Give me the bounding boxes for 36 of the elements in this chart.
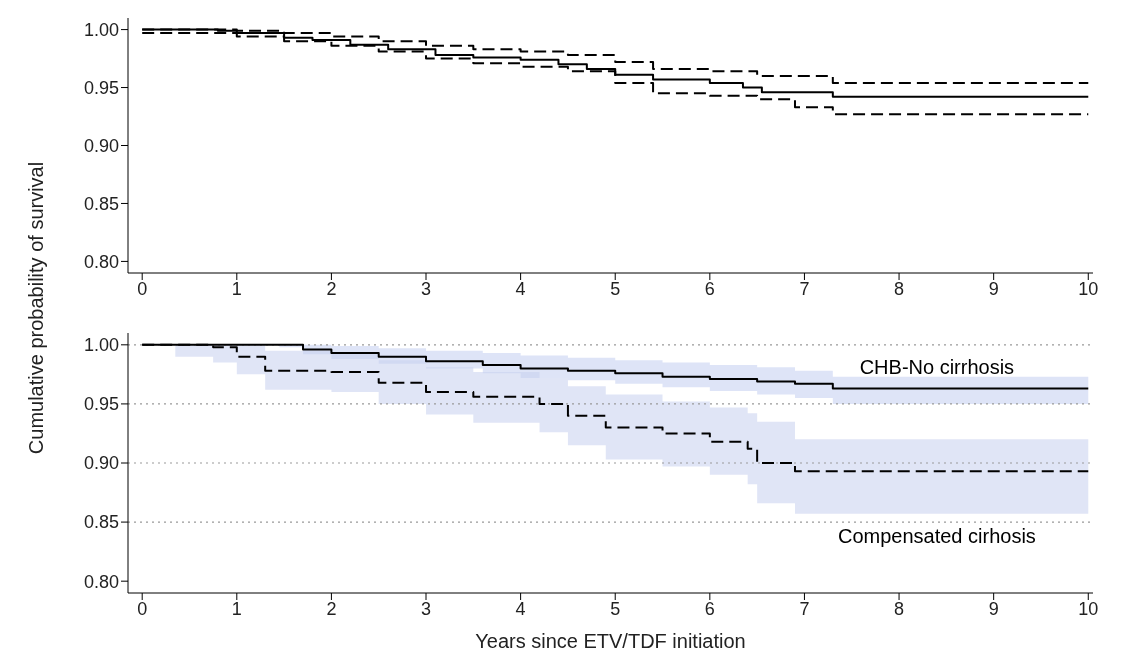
x-tick-label: 5 (610, 278, 621, 299)
x-tick-label: 9 (988, 278, 999, 299)
y-tick-label: 0.90 (83, 453, 119, 474)
text: Compensated cirhosis (837, 524, 1036, 548)
x-tick-label: 4 (515, 278, 526, 299)
x-tick-label: 6 (704, 598, 715, 619)
x-tick-label: 10 (1078, 278, 1099, 299)
y-tick-label: 0.95 (83, 394, 119, 415)
y-axis-title: Cumulative probability of survival (24, 161, 48, 455)
x-tick-label: 1 (231, 598, 242, 619)
x-tick-label: 7 (799, 598, 810, 619)
y-tick-label: 0.90 (83, 135, 119, 156)
x-tick-label: 3 (421, 598, 432, 619)
x-tick-label: 1 (231, 278, 242, 299)
x-axis-title: Years since ETV/TDF initiation (475, 630, 746, 652)
x-tick-label: 10 (1078, 598, 1099, 619)
x-tick-label: 8 (894, 598, 905, 619)
y-tick-label: 0.95 (83, 77, 119, 98)
x-tick-label: 7 (799, 278, 810, 299)
x-tick-label: 9 (988, 598, 999, 619)
y-tick-label: 0.80 (83, 571, 119, 592)
y-tick-label: 0.80 (83, 251, 119, 272)
x-tick-label: 4 (515, 598, 526, 619)
y-tick-label: 0.85 (83, 193, 119, 214)
x-tick-label: 0 (137, 598, 148, 619)
x-tick-label: 8 (894, 278, 905, 299)
x-tick-label: 5 (610, 598, 621, 619)
y-tick-label: 1.00 (83, 19, 119, 40)
series-label: CHB-No cirrhosis (859, 355, 1015, 379)
x-tick-label: 0 (137, 278, 148, 299)
x-tick-label: 6 (704, 278, 715, 299)
x-tick-label: 2 (326, 598, 337, 619)
x-tick-label: 3 (421, 278, 432, 299)
y-tick-label: 0.85 (83, 512, 119, 533)
y-tick-label: 1.00 (83, 335, 119, 356)
x-tick-label: 2 (326, 278, 337, 299)
